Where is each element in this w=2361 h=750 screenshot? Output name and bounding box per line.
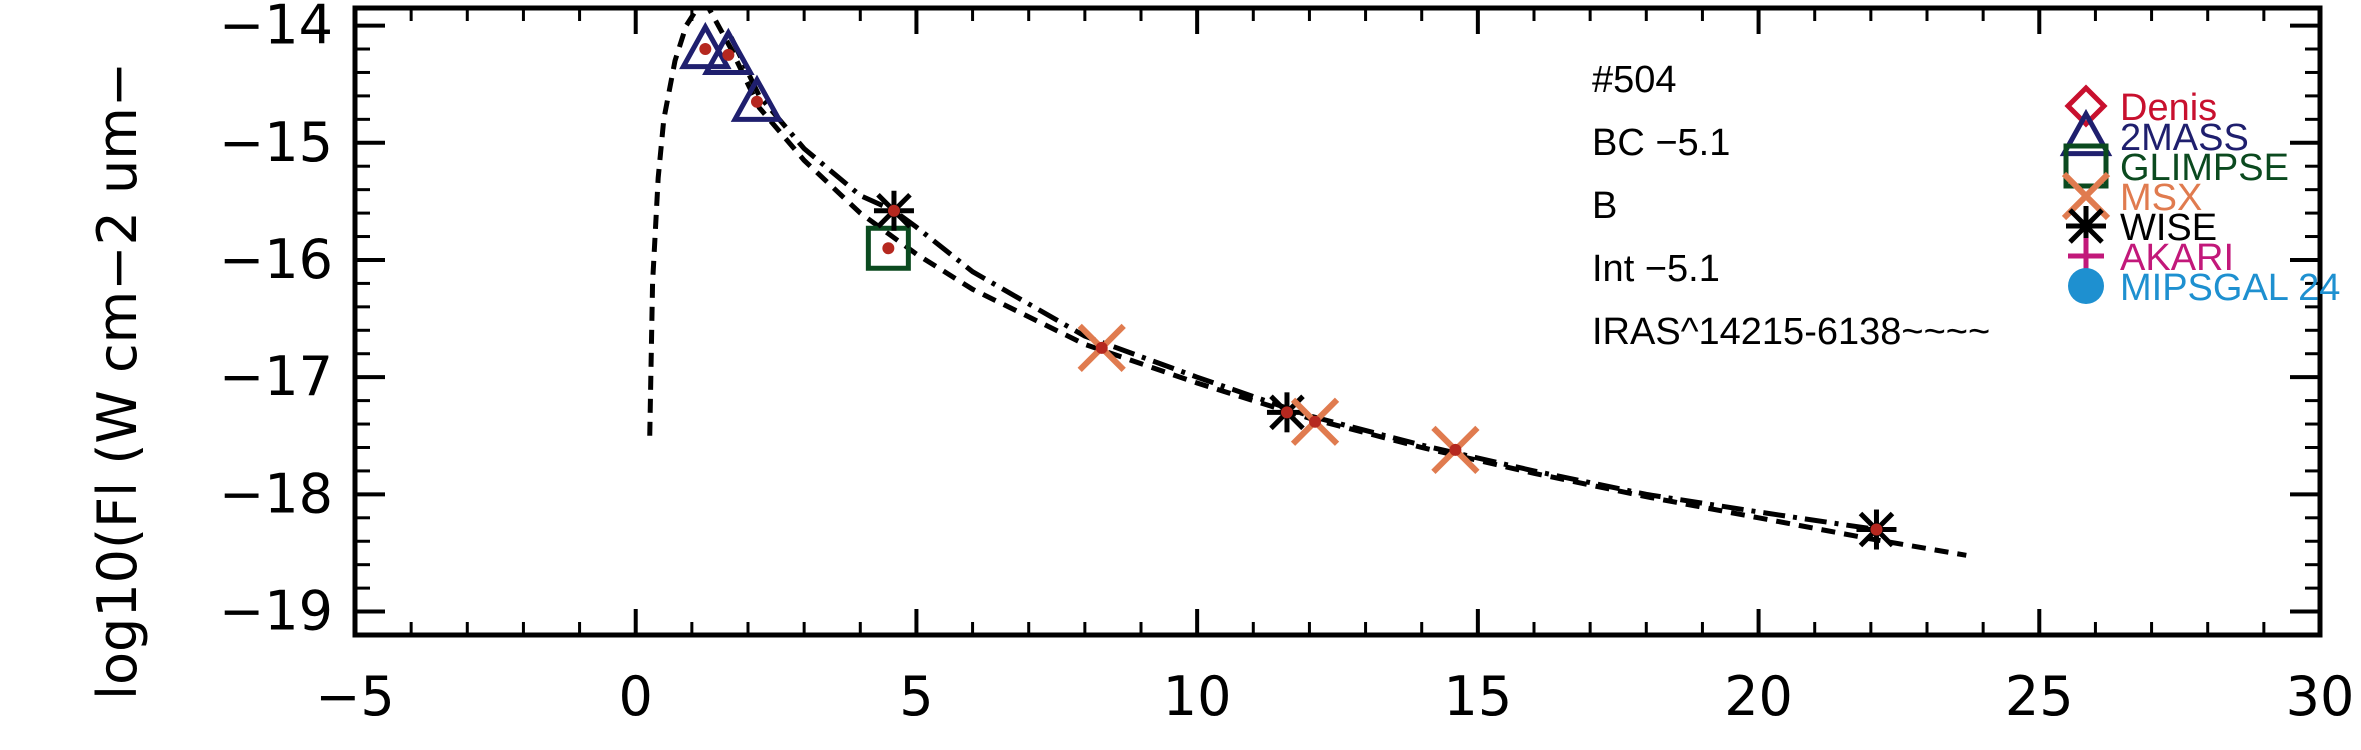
data-point-dot — [887, 204, 900, 217]
legend-entry: GLIMPSE — [2063, 143, 2289, 189]
circle-marker — [2068, 268, 2104, 304]
plot-frame — [352, 5, 2323, 638]
y-tick-label: −16 — [219, 228, 333, 291]
model-curves — [647, 5, 1967, 558]
data-point-dot — [1280, 406, 1293, 419]
asterisk-marker — [2066, 206, 2106, 246]
data-point-dot — [1449, 443, 1462, 456]
data-point-dot — [1095, 341, 1108, 354]
triangle-marker — [702, 27, 755, 75]
legend-entry: MIPSGAL 24 — [2068, 267, 2340, 309]
annotations: #504 BC −5.1 B Int −5.1 IRAS^14215-6138~~~~ — [1592, 59, 1990, 353]
square-marker — [2063, 143, 2109, 189]
model-curve-dashed — [647, 5, 1967, 558]
x-tick-label: −5 — [315, 665, 395, 728]
model-curve-dashdot — [728, 36, 1877, 532]
data-point-dot — [699, 43, 712, 56]
legend-entry: Denis — [2064, 84, 2217, 129]
diamond-marker — [2064, 84, 2108, 128]
triangle-marker — [679, 21, 732, 70]
annotation-text: B — [1592, 185, 1617, 227]
annotation-text: IRAS^14215-6138~~~~ — [1592, 311, 1990, 353]
square-marker — [865, 225, 911, 271]
data-point-dot — [882, 242, 895, 255]
legend-entry: WISE — [2066, 206, 2217, 249]
x-tick-label: 25 — [2005, 665, 2074, 728]
x-tick-label: 30 — [2286, 665, 2355, 728]
x-tick-label: 15 — [1443, 665, 1512, 728]
y-tick-label: −19 — [219, 580, 333, 643]
y-tick-label: −18 — [219, 462, 333, 525]
x-tick-label: 0 — [619, 665, 653, 728]
annotation-text: BC −5.1 — [1592, 122, 1730, 164]
y-tick-label: −17 — [219, 345, 333, 408]
x-tick-label: 5 — [899, 665, 933, 728]
annotation-text: Int −5.1 — [1592, 248, 1720, 290]
data-point-dot — [750, 95, 763, 108]
y-axis: −14 −15 −16 −17 −18 −19 — [219, 0, 2320, 643]
data-markers — [679, 21, 1897, 550]
x-tick-label: 20 — [1724, 665, 1793, 728]
data-point-dot — [1309, 415, 1322, 428]
legend-label: MSX — [2120, 177, 2202, 219]
legend-label: Denis — [2120, 87, 2217, 129]
legend-label: 2MASS — [2120, 117, 2249, 159]
legend-label: WISE — [2120, 207, 2217, 249]
x-tick-label: 10 — [1163, 665, 1232, 728]
legend-label: MIPSGAL 24 — [2120, 267, 2340, 309]
y-axis-label: log10(Fl (W cm−2 um− — [86, 62, 149, 700]
legend-label: AKARI — [2120, 237, 2234, 279]
annotation-text: #504 — [1592, 59, 1677, 101]
legend-label: GLIMPSE — [2120, 147, 2289, 189]
triangle-marker — [2059, 108, 2113, 157]
legend-entry: 2MASS — [2059, 108, 2249, 159]
x-axis: −5 0 5 10 15 20 25 30 — [315, 8, 2354, 728]
triangle-marker — [730, 74, 784, 122]
y-tick-label: −14 — [219, 0, 333, 57]
data-point-dot — [722, 48, 735, 61]
y-tick-label: −15 — [219, 111, 333, 174]
data-point-dot — [1870, 523, 1883, 536]
